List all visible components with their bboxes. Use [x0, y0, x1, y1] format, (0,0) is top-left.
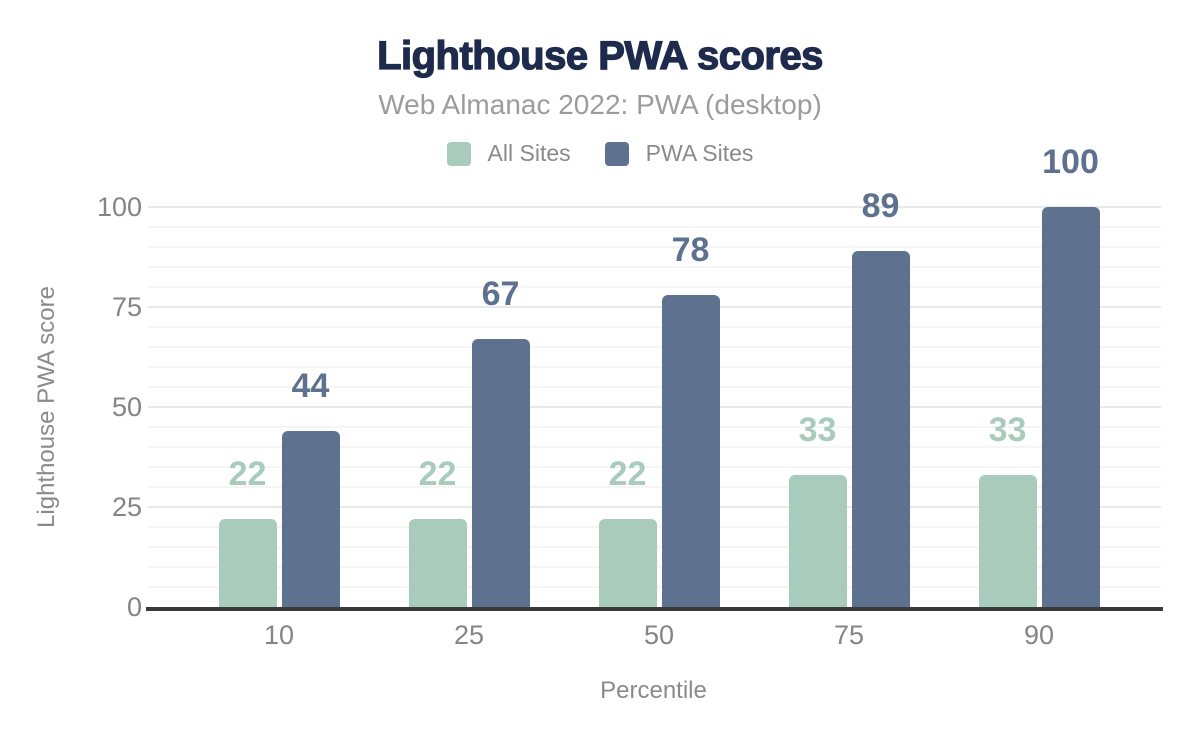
bar-pwa-sites-p10[interactable]	[281, 431, 340, 607]
gridline-minor	[148, 366, 1161, 368]
x-axis-title: Percentile	[600, 677, 707, 704]
bar-all-sites-p75[interactable]	[788, 475, 847, 607]
gridline-minor	[148, 446, 1161, 448]
legend-label-pwa-sites: PWA Sites	[645, 140, 754, 166]
chart-subtitle: Web Almanac 2022: PWA (desktop)	[378, 89, 822, 120]
legend-swatch-all-sites	[446, 141, 471, 166]
value-label-all-sites-p75: 33	[798, 411, 837, 449]
x-tick-label-90: 90	[1023, 620, 1055, 650]
gridline-minor	[148, 486, 1161, 488]
bar-pwa-sites-p50[interactable]	[661, 295, 720, 607]
x-tick-label-50: 50	[643, 620, 675, 650]
gridline-minor	[148, 286, 1161, 288]
x-tick-label-75: 75	[833, 620, 865, 650]
y-tick-label-50: 50	[111, 392, 142, 422]
y-tick-label-25: 25	[111, 492, 142, 522]
bar-pwa-sites-p90[interactable]	[1041, 207, 1100, 607]
gridline-major	[148, 506, 1161, 508]
x-axis-line	[146, 607, 1163, 611]
chart-title: Lighthouse PWA scores	[376, 33, 824, 78]
value-label-pwa-sites-p75: 89	[861, 187, 900, 225]
gridline-major	[148, 406, 1161, 408]
y-tick-label-0: 0	[126, 592, 142, 622]
x-tick-label-25: 25	[453, 620, 485, 650]
value-label-all-sites-p25: 22	[418, 455, 457, 493]
value-label-all-sites-p10: 22	[228, 455, 267, 493]
value-label-pwa-sites-p90: 100	[1042, 143, 1099, 181]
legend-item-pwa-sites: PWA Sites	[604, 140, 754, 167]
legend-item-all-sites: All Sites	[446, 140, 571, 167]
y-tick-label-100: 100	[96, 192, 142, 222]
gridline-minor	[148, 266, 1161, 268]
gridline-minor	[148, 386, 1161, 388]
legend-swatch-pwa-sites	[604, 141, 629, 166]
gridline-major	[148, 206, 1161, 208]
bar-all-sites-p50[interactable]	[598, 519, 657, 607]
value-label-all-sites-p90: 33	[988, 411, 1027, 449]
value-label-all-sites-p50: 22	[608, 455, 647, 493]
bar-all-sites-p25[interactable]	[408, 519, 467, 607]
gridline-minor	[148, 326, 1161, 328]
value-label-pwa-sites-p10: 44	[291, 367, 330, 405]
gridline-minor	[148, 466, 1161, 468]
gridline-minor	[148, 426, 1161, 428]
y-axis-title: Lighthouse PWA score	[33, 286, 60, 528]
legend-label-all-sites: All Sites	[487, 140, 571, 166]
plot-area: 0 25 50 75 100 10 25 50 75 90 22 22 22 33 33 44 67 78 89 10…	[97, 145, 1163, 649]
bar-all-sites-p10[interactable]	[218, 519, 277, 607]
x-tick-label-10: 10	[263, 620, 295, 650]
gridline-minor	[148, 246, 1161, 248]
value-label-pwa-sites-p50: 78	[671, 231, 710, 269]
legend: All Sites PWA Sites	[0, 140, 1200, 167]
gridline-major	[148, 306, 1161, 308]
bar-pwa-sites-p25[interactable]	[471, 339, 530, 607]
value-label-pwa-sites-p25: 67	[481, 275, 520, 313]
gridline-minor	[148, 226, 1161, 228]
gridline-minor	[148, 346, 1161, 348]
bar-pwa-sites-p75[interactable]	[851, 251, 910, 607]
y-tick-label-75: 75	[111, 292, 142, 322]
bar-all-sites-p90[interactable]	[978, 475, 1037, 607]
